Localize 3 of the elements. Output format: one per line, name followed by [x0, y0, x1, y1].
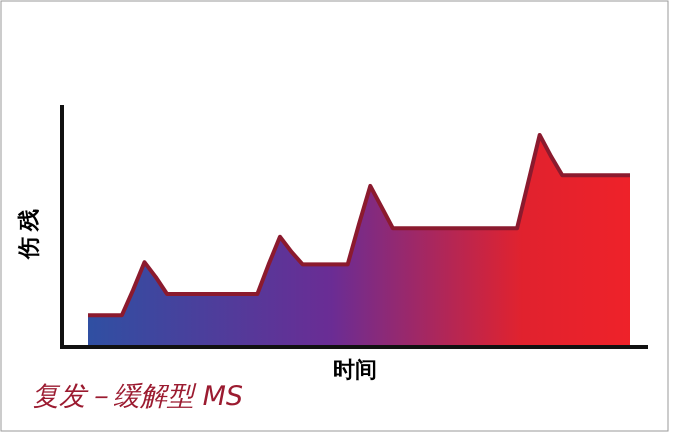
text: 复发－缓解型 MS: [32, 381, 244, 412]
y-axis-title: 伤残: [17, 203, 42, 260]
x-axis-title: 时间: [333, 358, 377, 383]
